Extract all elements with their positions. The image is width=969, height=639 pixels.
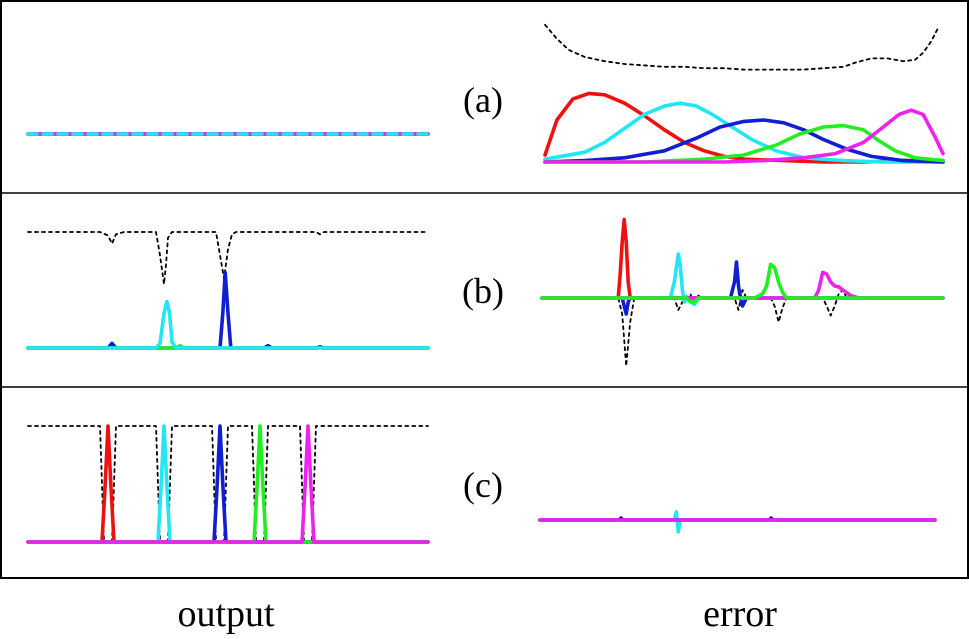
series-b-output-cyan [26,299,430,350]
column-label-output: output [177,593,275,635]
series-a-error-dotted [544,23,940,71]
panel-label-b: (b) [462,271,504,311]
series-b-error-green [540,262,945,304]
series-a-error-magenta [543,108,945,164]
plots-layer [26,23,945,544]
series-c-output-dotted [27,425,429,543]
series-a-error-blue [543,118,945,164]
series-c-output-magenta [26,424,430,544]
series-a-error-cyan [543,101,945,164]
series-b-output-blue [26,270,430,350]
panel-label-a: (a) [463,80,503,120]
series-b-error-magenta [540,270,945,300]
series-b-error-blue [540,260,945,316]
series-a-error-green [543,123,945,164]
series-b-error-red [540,217,945,300]
column-label-error: error [703,593,777,635]
series-b-output-dotted [27,231,429,286]
series-c-error-cyan [538,510,937,534]
panel-label-c: (c) [463,465,503,505]
panels-frame [0,0,969,579]
